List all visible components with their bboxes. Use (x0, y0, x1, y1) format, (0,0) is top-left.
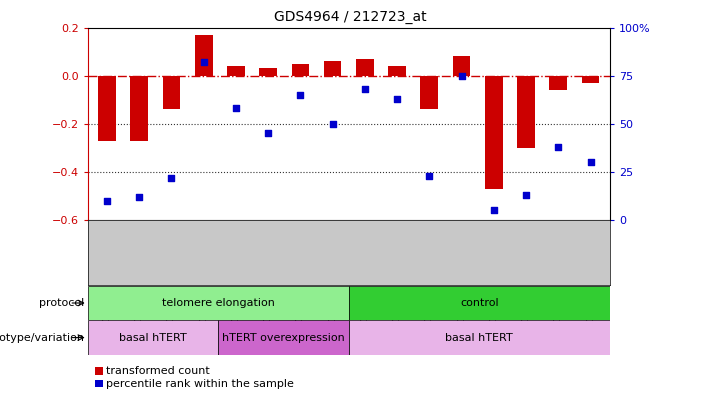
Text: GDS4964 / 212723_at: GDS4964 / 212723_at (274, 10, 427, 24)
Point (585, 159, 596, 165)
Text: genotype/variation: genotype/variation (0, 332, 84, 343)
Bar (130, 75, 148, 141)
Bar (163, 75, 180, 109)
Bar (421, 75, 438, 109)
Text: protocol: protocol (39, 298, 84, 308)
Point (391, 95, 402, 102)
Point (134, 194, 145, 200)
Bar (88, 286, 349, 320)
Point (488, 208, 499, 214)
Point (520, 192, 531, 198)
Point (552, 144, 564, 150)
Point (359, 86, 370, 92)
Text: percentile rank within the sample: percentile rank within the sample (106, 379, 294, 389)
Point (263, 130, 274, 136)
Bar (582, 75, 599, 83)
Point (423, 173, 435, 179)
Point (102, 198, 113, 204)
Bar (227, 66, 245, 75)
Text: hTERT overexpression: hTERT overexpression (222, 332, 345, 343)
Bar (356, 59, 374, 75)
Bar (349, 286, 610, 320)
Point (456, 72, 467, 79)
Bar (195, 35, 212, 75)
Bar (259, 68, 277, 75)
Bar (453, 56, 470, 75)
Bar (349, 320, 610, 355)
Point (166, 174, 177, 181)
Text: telomere elongation: telomere elongation (162, 298, 275, 308)
Point (327, 121, 339, 127)
Point (231, 105, 242, 112)
Bar (485, 75, 503, 189)
Text: basal hTERT: basal hTERT (445, 332, 513, 343)
Point (198, 59, 210, 65)
Bar (88, 320, 218, 355)
Text: basal hTERT: basal hTERT (119, 332, 186, 343)
Bar (324, 61, 341, 75)
Bar (517, 75, 535, 148)
Bar (218, 320, 349, 355)
Point (295, 92, 306, 98)
Bar (388, 66, 406, 75)
Bar (292, 64, 309, 75)
Text: control: control (460, 298, 498, 308)
Bar (550, 75, 567, 90)
Text: transformed count: transformed count (106, 366, 210, 376)
Bar (98, 75, 116, 141)
